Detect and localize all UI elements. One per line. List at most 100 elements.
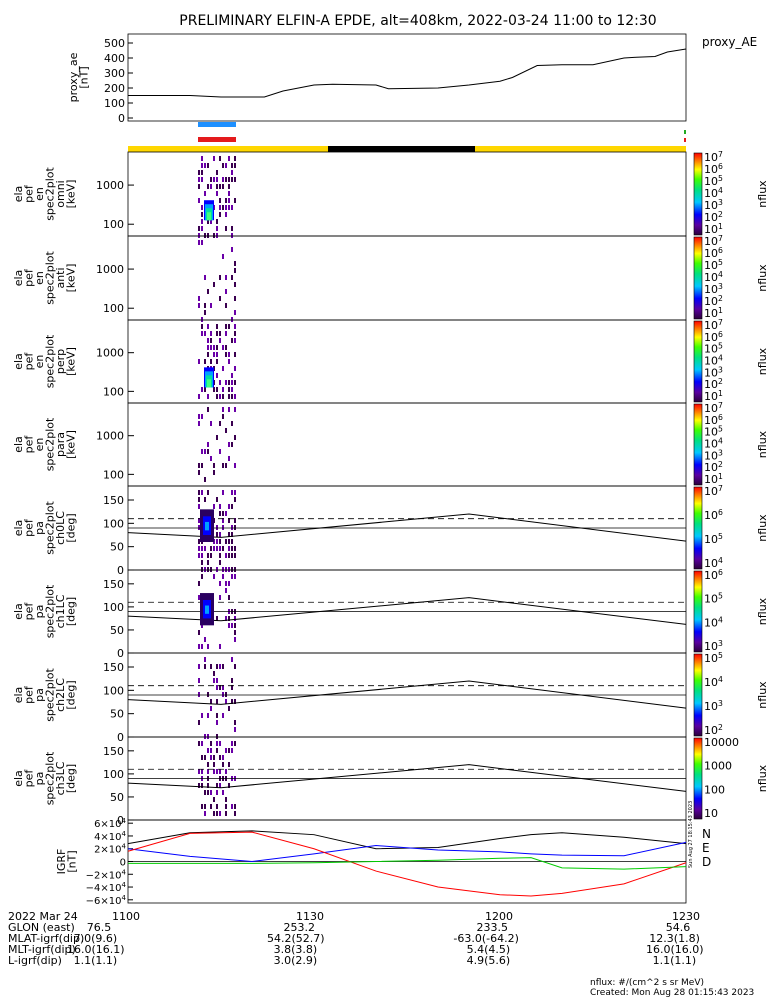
panel-para-colorbar-tick: 105 xyxy=(704,425,723,439)
panel-anti-pixel xyxy=(234,268,236,273)
panel-ch1LC-ylabel-word-0: ela xyxy=(12,603,25,620)
panel-ch1LC-ylabel-word-5: [deg] xyxy=(64,597,77,626)
panel-anti-pixel xyxy=(234,261,236,266)
panel-anti-ylabel-word-0: ela xyxy=(12,270,25,287)
panel-ch0LC-pixel xyxy=(198,539,200,544)
panel-omni-ylabel-word-2: en xyxy=(33,187,46,201)
panel-ch3LC-losscone-line xyxy=(127,764,687,792)
panel-ch0LC-pixel xyxy=(228,567,230,572)
panel-ch2LC-pixel xyxy=(204,657,206,662)
panel-perp-ylabel-word-1: pef xyxy=(22,352,35,371)
panel-omni-ylabel-word-0: ela xyxy=(12,186,25,203)
panel-perp-ylabel-word-2: en xyxy=(33,355,46,369)
panel-ch2LC-pixel xyxy=(198,692,200,697)
panel-ch0LC-pixel xyxy=(225,511,227,516)
panel-ch3LC-pixel xyxy=(207,790,209,795)
panel-perp-colorbar-tick: 102 xyxy=(704,377,723,391)
panel-ch3LC-ylabel-word-3: spec2plot xyxy=(43,751,56,805)
panel-para-pixel xyxy=(198,414,200,419)
panel-ch2LC-pixel xyxy=(231,678,233,683)
panel-ch1LC-pixel xyxy=(201,574,203,579)
panel-perp-ylabel-word-0: ela xyxy=(12,353,25,370)
panel-ch1LC-colorbar-tick: 105 xyxy=(704,592,723,606)
panel-para-pixel xyxy=(234,407,236,412)
panel-ch1LC-pixel xyxy=(231,623,233,628)
panel-ch2LC-ytick-label: 50 xyxy=(110,708,124,721)
panel-anti-pixel xyxy=(201,240,203,245)
panel-ch2LC-colorbar-tick: 104 xyxy=(704,675,723,689)
panel-ch0LC-pixel xyxy=(198,553,200,558)
panel-ch2LC-losscone-line xyxy=(127,680,687,709)
panel-ch2LC-pixel xyxy=(210,699,212,704)
proxy-ae-ytick-label: 400 xyxy=(104,52,125,65)
orbit-row-value: 3.0(2.9) xyxy=(273,954,318,967)
orbit-row-value: 12.3(1.8) xyxy=(649,932,700,945)
panel-ch1LC-ytick-label: 50 xyxy=(110,624,124,637)
panel-perp-pixel xyxy=(210,331,212,336)
panel-ch2LC-pixel xyxy=(216,678,218,683)
panel-omni-pixel xyxy=(204,163,206,168)
panel-omni-ytick-label: 100 xyxy=(103,218,124,231)
panel-ch1LC-colorbar-bar xyxy=(693,570,703,653)
panel-ch0LC-pixel xyxy=(222,490,224,495)
orbit-row-value: 3.8(3.8) xyxy=(273,943,318,956)
panel-perp-pixel xyxy=(207,352,209,357)
panel-para-colorbar-tick: 107 xyxy=(704,401,723,415)
panel-para-pixel xyxy=(204,449,206,454)
panel-omni-pixel xyxy=(201,205,203,210)
panel-omni-pixel xyxy=(234,156,236,161)
orbit-row-label: MLAT-igrf(dip) xyxy=(8,932,85,945)
panel-ch1LC-pixel xyxy=(231,574,233,579)
panel-ch2LC-ytick-label: 100 xyxy=(103,684,124,697)
panel-para-pixel xyxy=(204,477,206,482)
panel-para-ylabel-word-5: [keV] xyxy=(64,430,77,459)
panel-perp-pixel xyxy=(204,387,206,392)
panel-anti-colorbar-tick: 102 xyxy=(704,294,723,308)
panel-ch2LC-pixel xyxy=(231,699,233,704)
panel-perp-colorbar-bar xyxy=(693,320,703,403)
science-zone-bar-blue xyxy=(198,122,236,127)
panel-ch3LC-pixel xyxy=(225,748,227,753)
panel-ch0LC-ylabel-word-4: ch0LC xyxy=(54,511,67,545)
panel-ch2LC-pixel xyxy=(234,699,236,704)
panel-ch1LC-pixel xyxy=(213,574,215,579)
panel-omni-pixel xyxy=(231,233,233,238)
panel-para-pixel xyxy=(216,435,218,440)
panel-anti-pixel xyxy=(204,310,206,315)
panel-omni-pixel xyxy=(201,170,203,175)
panel-ch3LC-pixel xyxy=(213,797,215,802)
side-stamp: Sun Aug 27 18:15:43 2023 xyxy=(688,801,694,868)
panel-ch2LC-colorbar-tick: 102 xyxy=(704,723,723,737)
panel-ch3LC-pixel xyxy=(219,811,221,816)
panel-perp-pixel xyxy=(201,331,203,336)
panel-omni-ytick-label: 1000 xyxy=(96,179,124,192)
igrf-ytick-label: −2×104 xyxy=(86,868,127,881)
panel-omni-pixel xyxy=(225,163,227,168)
panel-ch1LC-pixel xyxy=(198,630,200,635)
panel-ch0LC-pixel xyxy=(231,490,233,495)
panel-omni-pixel xyxy=(201,163,203,168)
panel-ch0LC-colorbar-tick: 107 xyxy=(704,484,723,498)
panel-ch0LC-pixel xyxy=(234,525,236,530)
panel-para-pixel xyxy=(207,449,209,454)
igrf-line-component xyxy=(128,857,687,870)
panel-ch0LC-pixel xyxy=(225,553,227,558)
panel-ch0LC-pixel xyxy=(210,567,212,572)
panel-omni-colorbar-tick: 107 xyxy=(704,150,723,164)
panel-perp-pixel xyxy=(222,345,224,350)
panel-perp-ytick-label: 1000 xyxy=(96,347,124,360)
panel-ch3LC-pixel xyxy=(213,811,215,816)
panel-omni-pixel xyxy=(228,198,230,203)
panel-omni-pixel xyxy=(222,184,224,189)
panel-ch0LC-pixel xyxy=(231,546,233,551)
panel-perp-pixel xyxy=(222,366,224,371)
panel-ch3LC-colorbar-tick: 10 xyxy=(704,807,718,820)
panel-ch3LC-pixel xyxy=(222,790,224,795)
panel-ch2LC-pixel xyxy=(210,706,212,711)
panel-ch1LC-colorbar-label: nflux xyxy=(756,597,769,625)
proxy-ae-ytick-label: 100 xyxy=(104,97,125,110)
panel-para-pixel xyxy=(225,463,227,468)
panel-omni-pixel xyxy=(204,233,206,238)
panel-ch0LC-pixel xyxy=(198,546,200,551)
panel-para-ytick-label: 1000 xyxy=(96,430,124,443)
